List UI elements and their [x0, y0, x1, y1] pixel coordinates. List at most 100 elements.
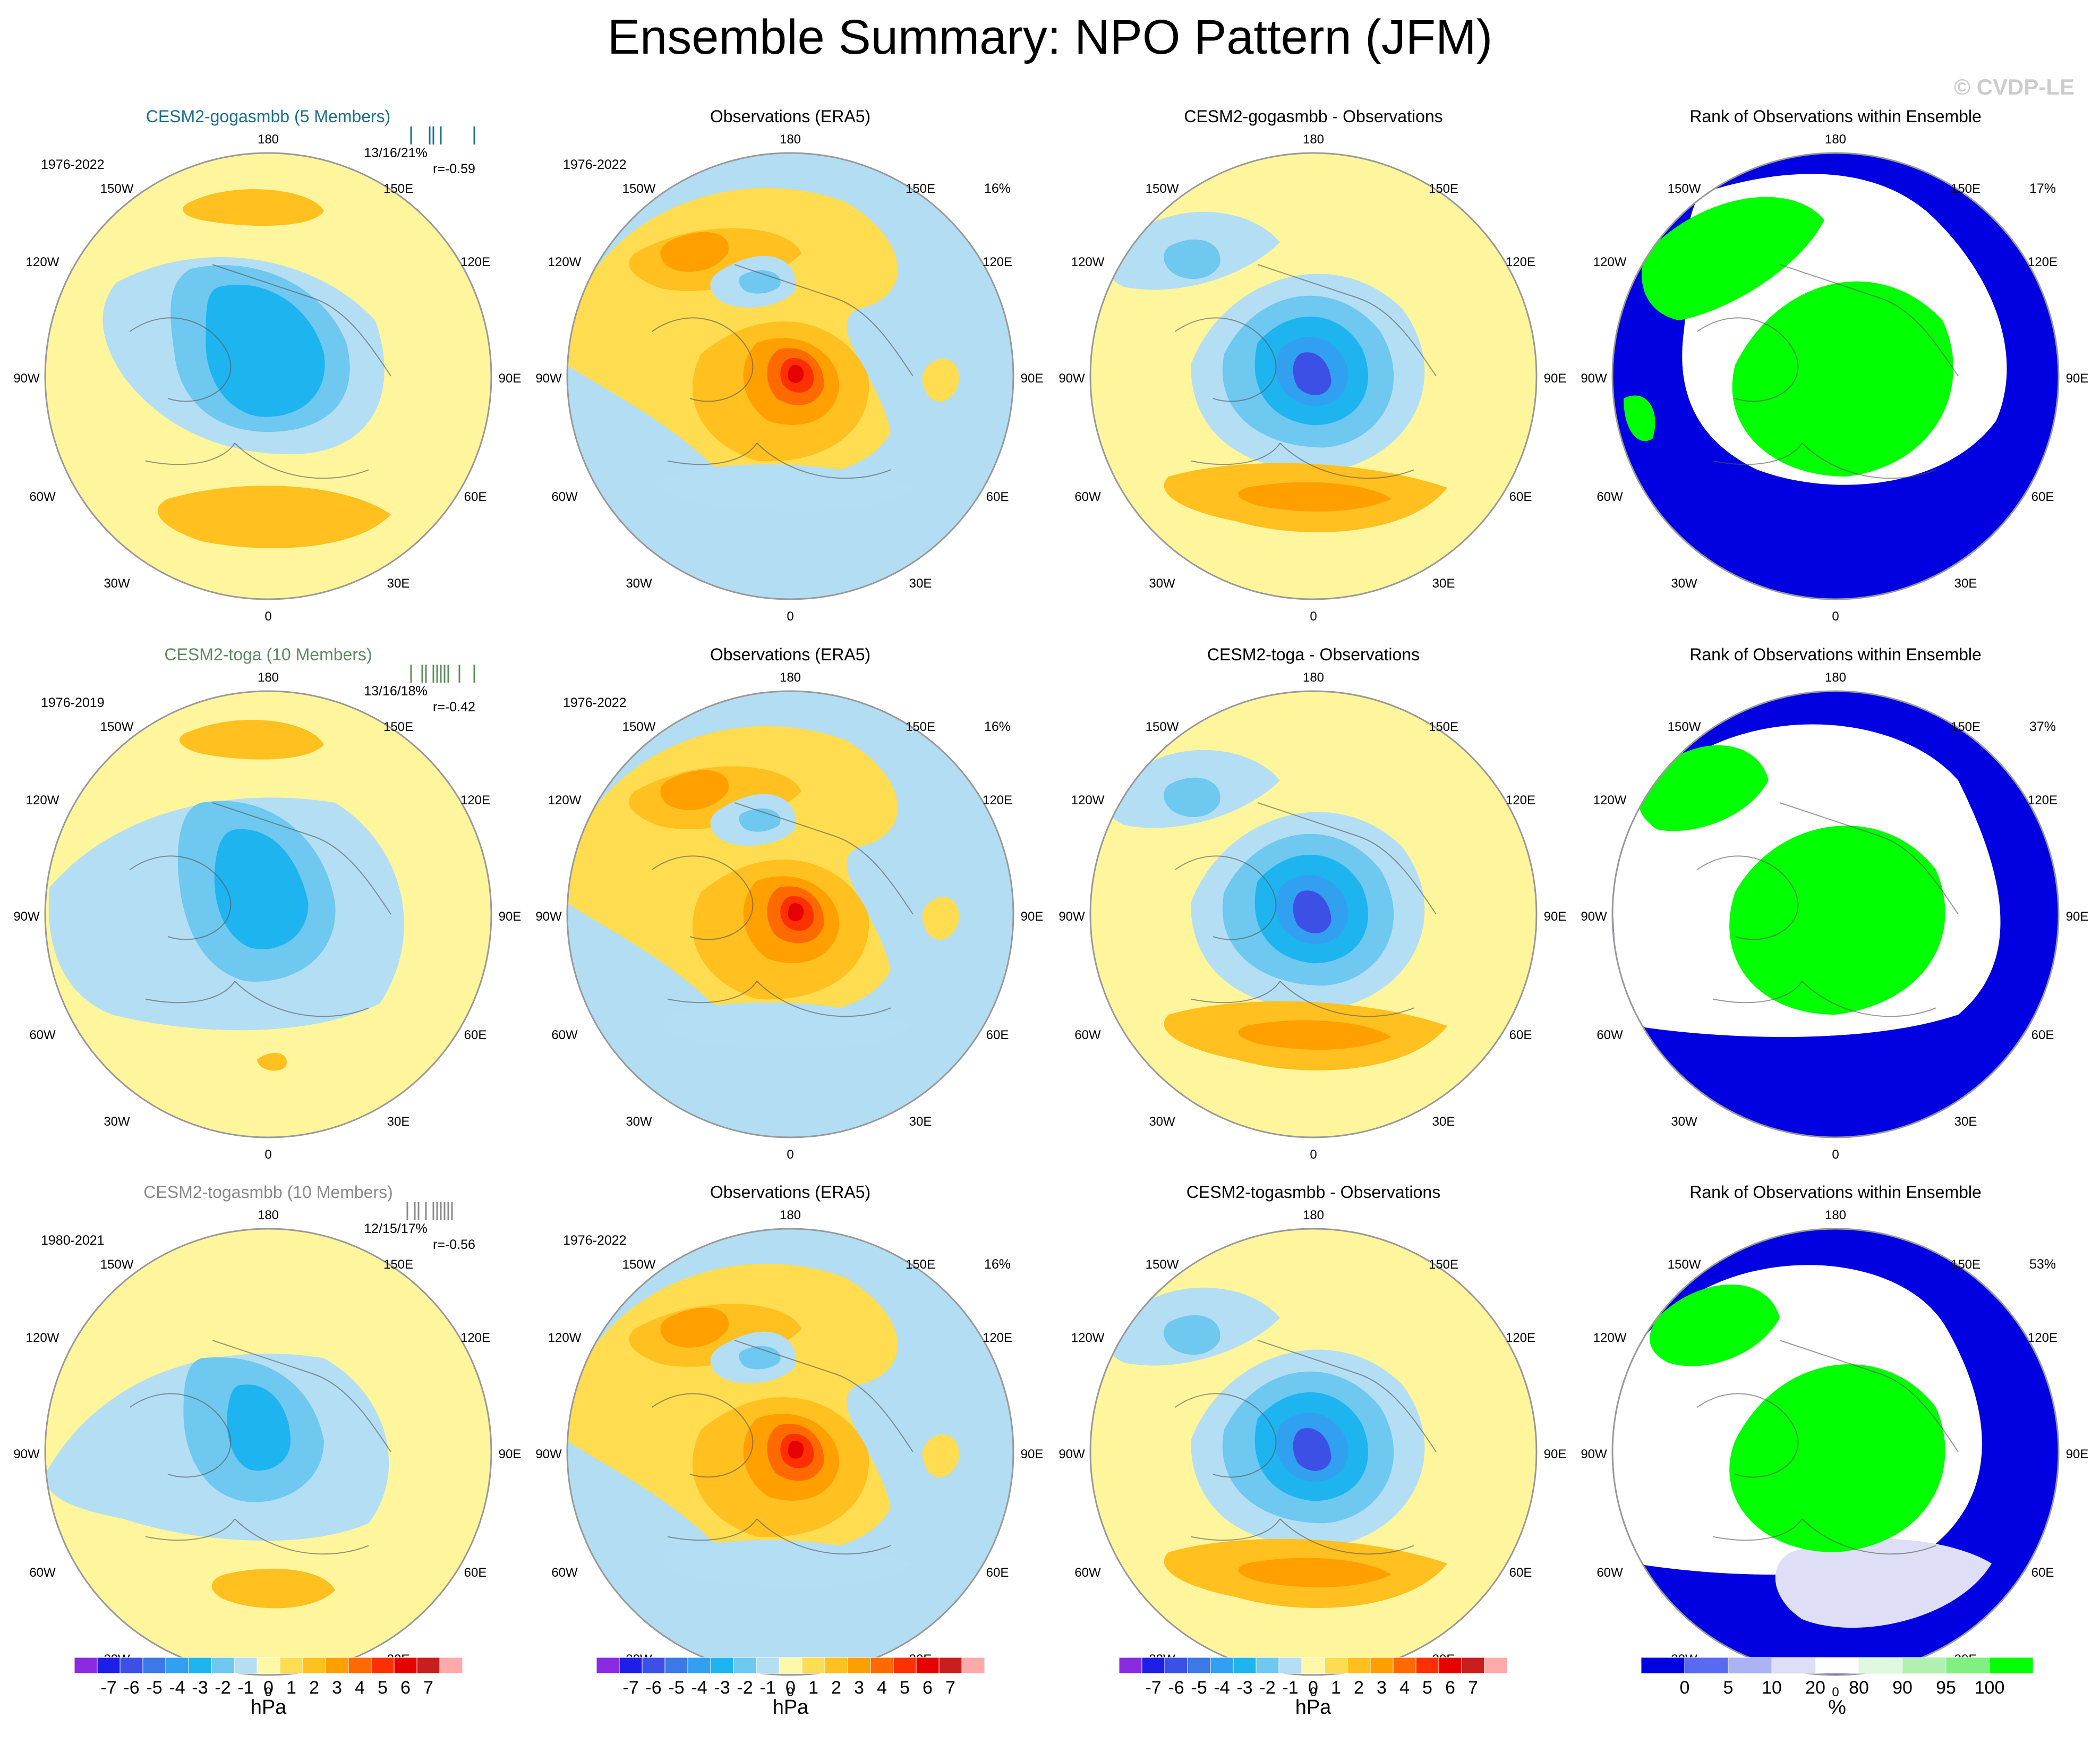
colorbar-tick-label: -7: [100, 1678, 116, 1698]
map-field: [1090, 153, 1536, 599]
longitude-label: 150E: [383, 1257, 413, 1272]
longitude-label: 0: [264, 1147, 271, 1162]
map-outline: [1089, 690, 1538, 1138]
watermark: © CVDP-LE: [1954, 74, 2075, 99]
contour-region: [660, 770, 729, 810]
map-field: [45, 153, 491, 599]
colorbar-swatch: [870, 1657, 894, 1674]
panel-title: CESM2-gogasmbb - Observations: [1184, 107, 1442, 126]
coastline: [1697, 1393, 1799, 1478]
colorbar-swatch: [1210, 1657, 1234, 1674]
period-label: 1976-2022: [563, 1233, 627, 1248]
longitude-label: 0: [1832, 1685, 1839, 1699]
longitude-label: 60E: [986, 1028, 1009, 1042]
longitude-label: 180: [258, 670, 279, 685]
longitude-label: 150W: [1668, 182, 1701, 196]
panel-title: Rank of Observations within Ensemble: [1689, 107, 1982, 126]
coastline: [834, 1373, 914, 1452]
colorbar-tick-label: 4: [355, 1678, 365, 1698]
contour-region: [788, 903, 804, 921]
longitude-label: 60E: [986, 1566, 1009, 1580]
longitude-label: 90W: [1058, 371, 1085, 386]
colorbar-unit: hPa: [773, 1696, 809, 1719]
colorbar-swatch: [257, 1657, 280, 1674]
colorbar-tick-label: -1: [237, 1678, 253, 1698]
longitude-label: 120E: [983, 793, 1012, 807]
map-panel-model: 180 150W 150E 120W 120E 90W 90E 60W 60E 30W 30E 0 CE…: [13, 645, 521, 1162]
colorbar-swatch: [1301, 1657, 1325, 1674]
longitude-label: 180: [258, 132, 279, 147]
longitude-label: 180: [1303, 1208, 1324, 1222]
longitude-label: 30E: [387, 1115, 410, 1129]
contour-region: [1164, 239, 1220, 279]
colorbar-swatch: [1347, 1657, 1371, 1674]
longitude-label: 120W: [26, 255, 59, 269]
longitude-label: 150W: [1146, 182, 1179, 196]
longitude-label: 150W: [1146, 720, 1179, 734]
map-field: [567, 153, 1013, 599]
colorbar-swatch: [1256, 1657, 1279, 1674]
coastline: [1358, 1373, 1437, 1452]
colorbar-swatch: [642, 1657, 665, 1674]
longitude-label: 120E: [460, 255, 490, 269]
longitude-label: 0: [264, 609, 271, 624]
colorbar-swatch: [1945, 1657, 1990, 1674]
colorbar-swatch: [779, 1657, 803, 1674]
correlation-label: r=-0.56: [433, 1237, 475, 1252]
longitude-label: 30W: [626, 576, 652, 591]
longitude-label: 150W: [100, 720, 134, 734]
longitude-label: 180: [258, 1208, 279, 1222]
longitude-label: 150E: [1429, 720, 1458, 734]
map-outline: [44, 1228, 492, 1676]
colorbar-tick-label: 10: [1762, 1678, 1782, 1698]
colorbar-swatch: [938, 1657, 962, 1674]
coastline: [1880, 836, 1959, 915]
map-panel-rank: 180 150W 150E 120W 120E 90W 90E 60W 60E 30W 30E 0 Ra…: [1581, 645, 2088, 1162]
longitude-label: 90W: [535, 1447, 562, 1461]
map-outline: [566, 1228, 1014, 1676]
contour-region: [257, 1053, 287, 1071]
longitude-label: 60E: [1509, 1566, 1532, 1580]
colorbar-swatch: [439, 1657, 463, 1674]
coastline: [1358, 297, 1437, 377]
colorbar-tick-label: 100: [1975, 1678, 2005, 1698]
longitude-label: 90E: [2066, 1447, 2089, 1461]
longitude-label: 60W: [1597, 490, 1623, 504]
map-field: [1090, 1229, 1536, 1675]
longitude-label: 60E: [464, 1566, 487, 1580]
longitude-label: 0: [1310, 1147, 1317, 1162]
longitude-label: 60W: [1074, 1028, 1101, 1042]
longitude-label: 90E: [2066, 371, 2089, 386]
map-field: [567, 691, 1013, 1137]
contour-region: [922, 897, 959, 940]
longitude-label: 90W: [1581, 371, 1607, 386]
colorbar-tick-label: 0: [263, 1678, 274, 1698]
longitude-label: 180: [1825, 670, 1846, 685]
contour-region: [157, 486, 391, 548]
coastline: [1880, 297, 1959, 377]
contour-region: [227, 1384, 291, 1471]
contour-region: [788, 365, 804, 383]
colorbar-tick-label: -7: [1145, 1678, 1161, 1698]
longitude-label: 150W: [1146, 1257, 1179, 1272]
contour-region: [1624, 395, 1655, 441]
colorbar-tick-label: -3: [714, 1678, 730, 1698]
longitude-label: 180: [780, 670, 801, 685]
longitude-label: 180: [780, 132, 801, 147]
coastline: [734, 264, 835, 299]
colorbar-swatch: [1484, 1657, 1508, 1674]
coastline: [1257, 264, 1359, 299]
period-label: 1980-2021: [41, 1233, 105, 1248]
coastline: [312, 1373, 391, 1452]
colorbar-swatch: [596, 1657, 620, 1674]
contour-region: [1293, 352, 1331, 395]
longitude-label: 120E: [460, 793, 490, 807]
colorbar-swatch: [1438, 1657, 1462, 1674]
contour-region: [1293, 1428, 1331, 1471]
panel-title: CESM2-toga (10 Members): [164, 645, 372, 664]
colorbar-swatch: [1233, 1657, 1257, 1674]
contour-region: [1650, 1285, 1780, 1366]
longitude-label: 120E: [1506, 793, 1535, 807]
longitude-label: 30W: [1671, 576, 1697, 591]
contour-region: [1238, 1558, 1392, 1587]
